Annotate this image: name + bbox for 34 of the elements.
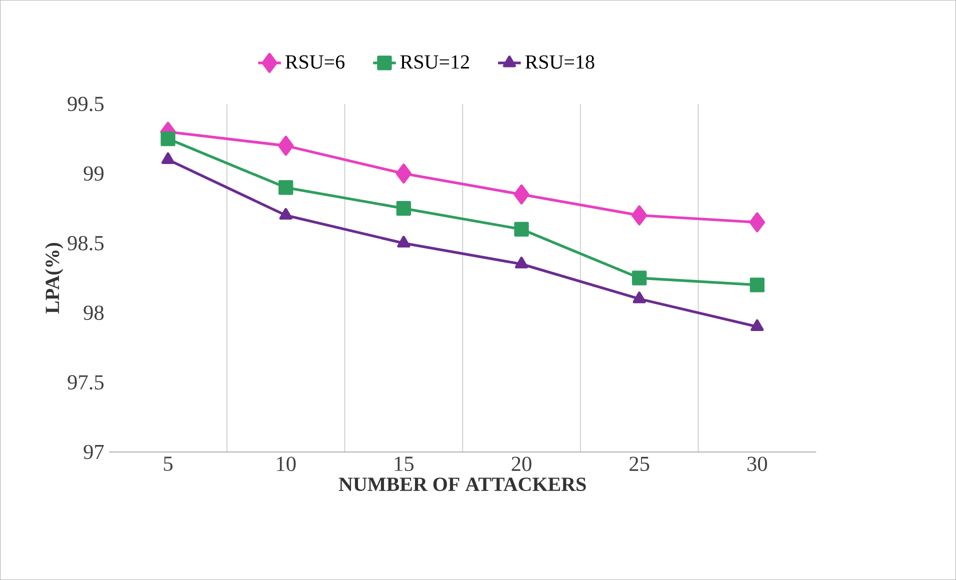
y-tick-label: 99 (84, 166, 104, 181)
point (514, 256, 528, 268)
point (161, 152, 175, 164)
point (750, 319, 764, 332)
point (514, 222, 529, 237)
x-tick-label: 20 (512, 456, 532, 472)
point (397, 236, 410, 248)
legend-label: RSU=12 (400, 55, 469, 69)
point (278, 136, 294, 156)
y-tick-label: 97 (84, 444, 104, 460)
x-tick-label: 25 (630, 456, 650, 472)
point (632, 292, 646, 304)
point (279, 208, 292, 220)
x-tick-label: 15 (394, 456, 414, 471)
point (278, 180, 294, 195)
y-tick-label: 98 (84, 306, 104, 320)
y-tick-label: 98.5 (68, 236, 104, 250)
y-tick-label: 97.5 (68, 375, 104, 390)
point (160, 131, 176, 146)
point (632, 205, 648, 226)
legend-label: RSU=6 (285, 55, 344, 69)
point (750, 278, 764, 292)
point (749, 212, 765, 232)
point (514, 184, 530, 204)
x-axis-title: NUMBER OF ATTACKERS (338, 478, 586, 492)
y-tick-label: 99.5 (68, 96, 104, 112)
x-tick-label: 30 (748, 456, 768, 472)
point (632, 270, 647, 286)
legend-label: RSU=18 (525, 55, 594, 69)
point (396, 164, 412, 184)
x-tick-label: 5 (164, 456, 172, 471)
y-axis-title: LPA(%) (45, 242, 64, 314)
x-tick-label: 10 (277, 456, 296, 472)
point (396, 201, 412, 216)
